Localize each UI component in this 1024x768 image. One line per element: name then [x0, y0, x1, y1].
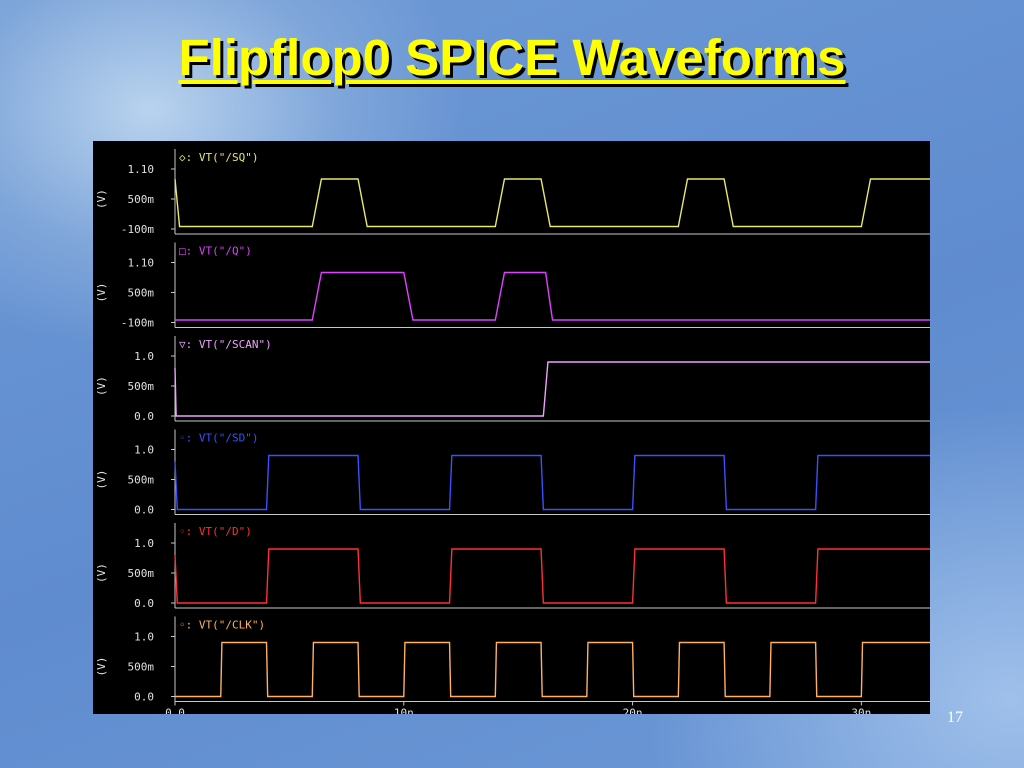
waveform-chart: 1.10 500m -100m (V) ◇: VT("/SQ") 1.10 500m -100… — [93, 141, 930, 714]
y-tick-label: 1.0 — [134, 631, 154, 644]
y-tick-label: 1.0 — [134, 537, 154, 550]
x-tick-label: 0.0 — [165, 707, 185, 715]
waveform-panel: 1.0 500m 0.0 (V) ◦: VT("/D") — [95, 523, 930, 610]
series-line — [175, 641, 930, 698]
x-tick-label: 10n — [394, 707, 414, 715]
y-axis-label: (V) — [95, 470, 108, 490]
waveform-panel: 1.0 500m 0.0 (V) ◦: VT("/SD") — [95, 429, 930, 517]
legend-entry: ▽: VT("/SCAN") — [179, 338, 272, 351]
y-axis-label: (V) — [95, 283, 108, 303]
series-line — [174, 361, 930, 417]
slide-number: 17 — [947, 709, 963, 726]
waveform-svg: 1.10 500m -100m (V) ◇: VT("/SQ") 1.10 500m -100… — [95, 149, 930, 715]
waveform-panel: 1.0 500m 0.0 (V) ▽: VT("/SCAN") — [95, 336, 930, 423]
series-line — [174, 548, 930, 604]
series-line — [174, 178, 930, 228]
y-tick-label: 0.0 — [134, 504, 154, 517]
y-axis-label: (V) — [95, 657, 108, 677]
series-line — [175, 271, 930, 321]
y-tick-label: 0.0 — [134, 691, 154, 704]
legend-entry: □: VT("/Q") — [179, 245, 252, 258]
y-tick-label: 500m — [128, 380, 155, 393]
y-tick-label: 0.0 — [134, 410, 154, 423]
y-tick-label: 500m — [128, 661, 155, 674]
x-tick-label: 30n — [851, 707, 871, 715]
y-tick-label: 500m — [128, 287, 155, 300]
y-tick-label: 1.0 — [134, 444, 154, 457]
y-tick-label: -100m — [121, 317, 154, 330]
legend-entry: ◦: VT("/SD") — [179, 432, 258, 445]
y-tick-label: 1.10 — [128, 163, 155, 176]
y-tick-label: -100m — [121, 223, 154, 236]
y-tick-label: 1.10 — [128, 257, 155, 270]
legend-entry: ◦: VT("/CLK") — [179, 619, 265, 632]
legend-entry: ◇: VT("/SQ") — [179, 151, 258, 164]
y-axis-label: (V) — [95, 189, 108, 209]
y-tick-label: 1.0 — [134, 350, 154, 363]
y-tick-label: 0.0 — [134, 597, 154, 610]
y-tick-label: 500m — [128, 474, 155, 487]
y-tick-label: 500m — [128, 567, 155, 580]
waveform-panel: 1.10 500m -100m (V) □: VT("/Q") — [95, 242, 930, 330]
series-line — [174, 454, 930, 511]
x-tick-label: 20n — [623, 707, 643, 715]
waveform-panel: 1.10 500m -100m (V) ◇: VT("/SQ") — [95, 149, 930, 236]
y-tick-label: 500m — [128, 193, 155, 206]
legend-entry: ◦: VT("/D") — [179, 525, 252, 538]
slide-title: Flipflop0 SPICE Waveforms — [178, 29, 846, 86]
y-axis-label: (V) — [95, 376, 108, 396]
waveform-panel: 1.0 500m 0.0 (V) ◦: VT("/CLK") — [95, 616, 930, 704]
y-axis-label: (V) — [95, 563, 108, 583]
